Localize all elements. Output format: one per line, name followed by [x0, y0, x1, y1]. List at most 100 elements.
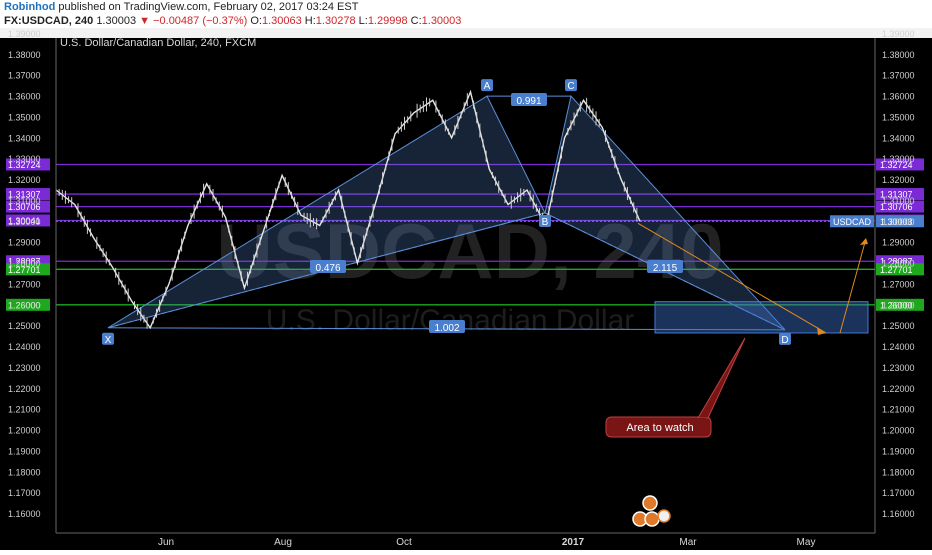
- level-tag-left-1.31307: [6, 188, 50, 201]
- y-tick-right-8: 1.31000: [882, 196, 915, 206]
- pattern-point-tag-b: [539, 214, 551, 227]
- y-tick-left-8: 1.31000: [8, 196, 41, 206]
- y-tick-left-21: 1.18000: [8, 467, 41, 477]
- ohlc-line: FX:USDCAD, 240 1.30003 ▼ −0.00487 (−0.37…: [4, 15, 461, 27]
- y-tick-right-10: 1.29000: [882, 238, 915, 248]
- ratio-tag-2: [647, 260, 683, 273]
- y-tick-right-12: 1.27000: [882, 279, 915, 289]
- pattern-point-a: A: [484, 81, 491, 92]
- event-icons[interactable]: [632, 495, 671, 527]
- target-zone: [654, 301, 869, 334]
- y-tick-left-12: 1.27000: [8, 279, 41, 289]
- y-tick-right-11: 1.28000: [882, 259, 915, 269]
- level-tag-left-1.32724: [6, 158, 50, 171]
- chart-background: [0, 28, 932, 550]
- flag-icon-3[interactable]: [644, 511, 660, 527]
- low-label: L:: [358, 15, 368, 27]
- y-tick-left-14: 1.25000: [8, 321, 41, 331]
- level-tag-right-1.26000: [876, 298, 924, 311]
- y-tick-right-17: 1.22000: [882, 384, 915, 394]
- y-tick-right-16: 1.23000: [882, 363, 915, 373]
- publish-line: Robinhod published on TradingView.com, F…: [4, 1, 358, 13]
- chart-header: Robinhod published on TradingView.com, F…: [0, 0, 932, 28]
- published-info: published on TradingView.com, February 0…: [58, 1, 359, 13]
- y-tick-left-4: 1.35000: [8, 112, 41, 122]
- y-tick-right-0: 1.39000: [882, 29, 915, 39]
- level-tag-right-1.32724: [876, 158, 924, 171]
- level-tag-left-1.27701: [6, 263, 50, 276]
- symbol-tag: [830, 215, 874, 228]
- chart-area[interactable]: USDCAD, 240 U.S. Dollar/Canadian Dollar …: [0, 28, 932, 550]
- y-tick-left-2: 1.37000: [8, 71, 41, 81]
- level-tag-right-1.30706: [876, 200, 924, 213]
- y-tick-left-0: 1.39000: [8, 29, 41, 39]
- y-tick-right-22: 1.17000: [882, 488, 915, 498]
- high-label: H:: [304, 15, 316, 27]
- y-tick-left-18: 1.21000: [8, 405, 41, 415]
- level-label-left-1.26000: 1.26000: [8, 300, 41, 310]
- x-tick-oct: Oct: [396, 537, 412, 548]
- y-tick-left-9: 1.30000: [8, 217, 41, 227]
- ratio-tag-3: [429, 320, 465, 333]
- y-tick-left-13: 1.26000: [8, 300, 41, 310]
- y-tick-right-7: 1.32000: [882, 175, 915, 185]
- down-arrow-icon: ▼: [139, 15, 151, 27]
- open-label: O:: [250, 15, 262, 27]
- current-price-label: 1.30003: [880, 217, 913, 227]
- y-tick-right-14: 1.25000: [882, 321, 915, 331]
- flag-icon[interactable]: [642, 495, 658, 511]
- projection-arrow-up: [839, 242, 866, 334]
- close-label: C:: [410, 15, 422, 27]
- level-tag-left-1.30041: [6, 214, 50, 227]
- level-label-left-1.27701: 1.27701: [8, 265, 41, 275]
- level-label-right-1.28087: 1.28087: [880, 257, 913, 267]
- pattern-point-d: D: [781, 335, 788, 346]
- area-to-watch-callout: Area to watch: [605, 337, 746, 438]
- ratio-tag-0: [511, 93, 547, 106]
- level-label-right-1.27701: 1.27701: [880, 265, 913, 275]
- y-tick-left-1: 1.38000: [8, 50, 41, 60]
- level-tag-right-1.31307: [876, 188, 924, 201]
- y-tick-left-22: 1.17000: [8, 488, 41, 498]
- callout-text: Area to watch: [626, 422, 693, 434]
- pattern-point-c: C: [567, 81, 574, 92]
- y-tick-left-16: 1.23000: [8, 363, 41, 373]
- symbol-label: FX:USDCAD, 240: [4, 15, 94, 27]
- level-label-left-1.30706: 1.30706: [8, 202, 41, 212]
- y-tick-left-6: 1.33000: [8, 154, 41, 164]
- level-label-right-1.32724: 1.32724: [880, 160, 913, 170]
- high-value: 1.30278: [315, 15, 356, 27]
- ratio-label-0.476: 0.476: [315, 263, 340, 274]
- y-tick-left-23: 1.16000: [8, 509, 41, 519]
- low-value: 1.29998: [367, 15, 408, 27]
- ratio-label-2.115: 2.115: [653, 263, 678, 274]
- price-chart[interactable]: USDCAD, 240 U.S. Dollar/Canadian Dollar …: [0, 28, 932, 550]
- x-tick-2017: 2017: [562, 537, 585, 548]
- author-name[interactable]: Robinhod: [4, 1, 56, 13]
- pattern-point-x: X: [105, 335, 112, 346]
- y-tick-right-2: 1.37000: [882, 71, 915, 81]
- y-tick-left-5: 1.34000: [8, 133, 41, 143]
- y-tick-left-19: 1.20000: [8, 426, 41, 436]
- y-tick-right-15: 1.24000: [882, 342, 915, 352]
- level-tag-left-1.30706: [6, 200, 50, 213]
- y-tick-right-9: 1.30000: [882, 217, 915, 227]
- x-tick-aug: Aug: [274, 537, 292, 548]
- symbol-tag-label: USDCAD: [833, 217, 872, 227]
- level-label-right-1.26000: 1.26000: [880, 300, 913, 310]
- y-tick-right-6: 1.33000: [882, 154, 915, 164]
- arrow-head-down: [817, 326, 826, 335]
- current-price-tag: [876, 215, 924, 228]
- y-tick-left-20: 1.19000: [8, 446, 41, 456]
- y-tick-right-1: 1.38000: [882, 50, 915, 60]
- ratio-label-1.002: 1.002: [434, 323, 459, 334]
- y-tick-right-5: 1.34000: [882, 133, 915, 143]
- pattern-point-b: B: [542, 217, 549, 228]
- y-tick-right-18: 1.21000: [882, 405, 915, 415]
- pattern-point-tag-d: [779, 332, 791, 345]
- y-tick-left-7: 1.32000: [8, 175, 41, 185]
- flag-icon-4[interactable]: [657, 509, 671, 523]
- last-price: 1.30003: [96, 15, 137, 27]
- open-value: 1.30063: [261, 15, 302, 27]
- x-tick-mar: Mar: [679, 537, 697, 548]
